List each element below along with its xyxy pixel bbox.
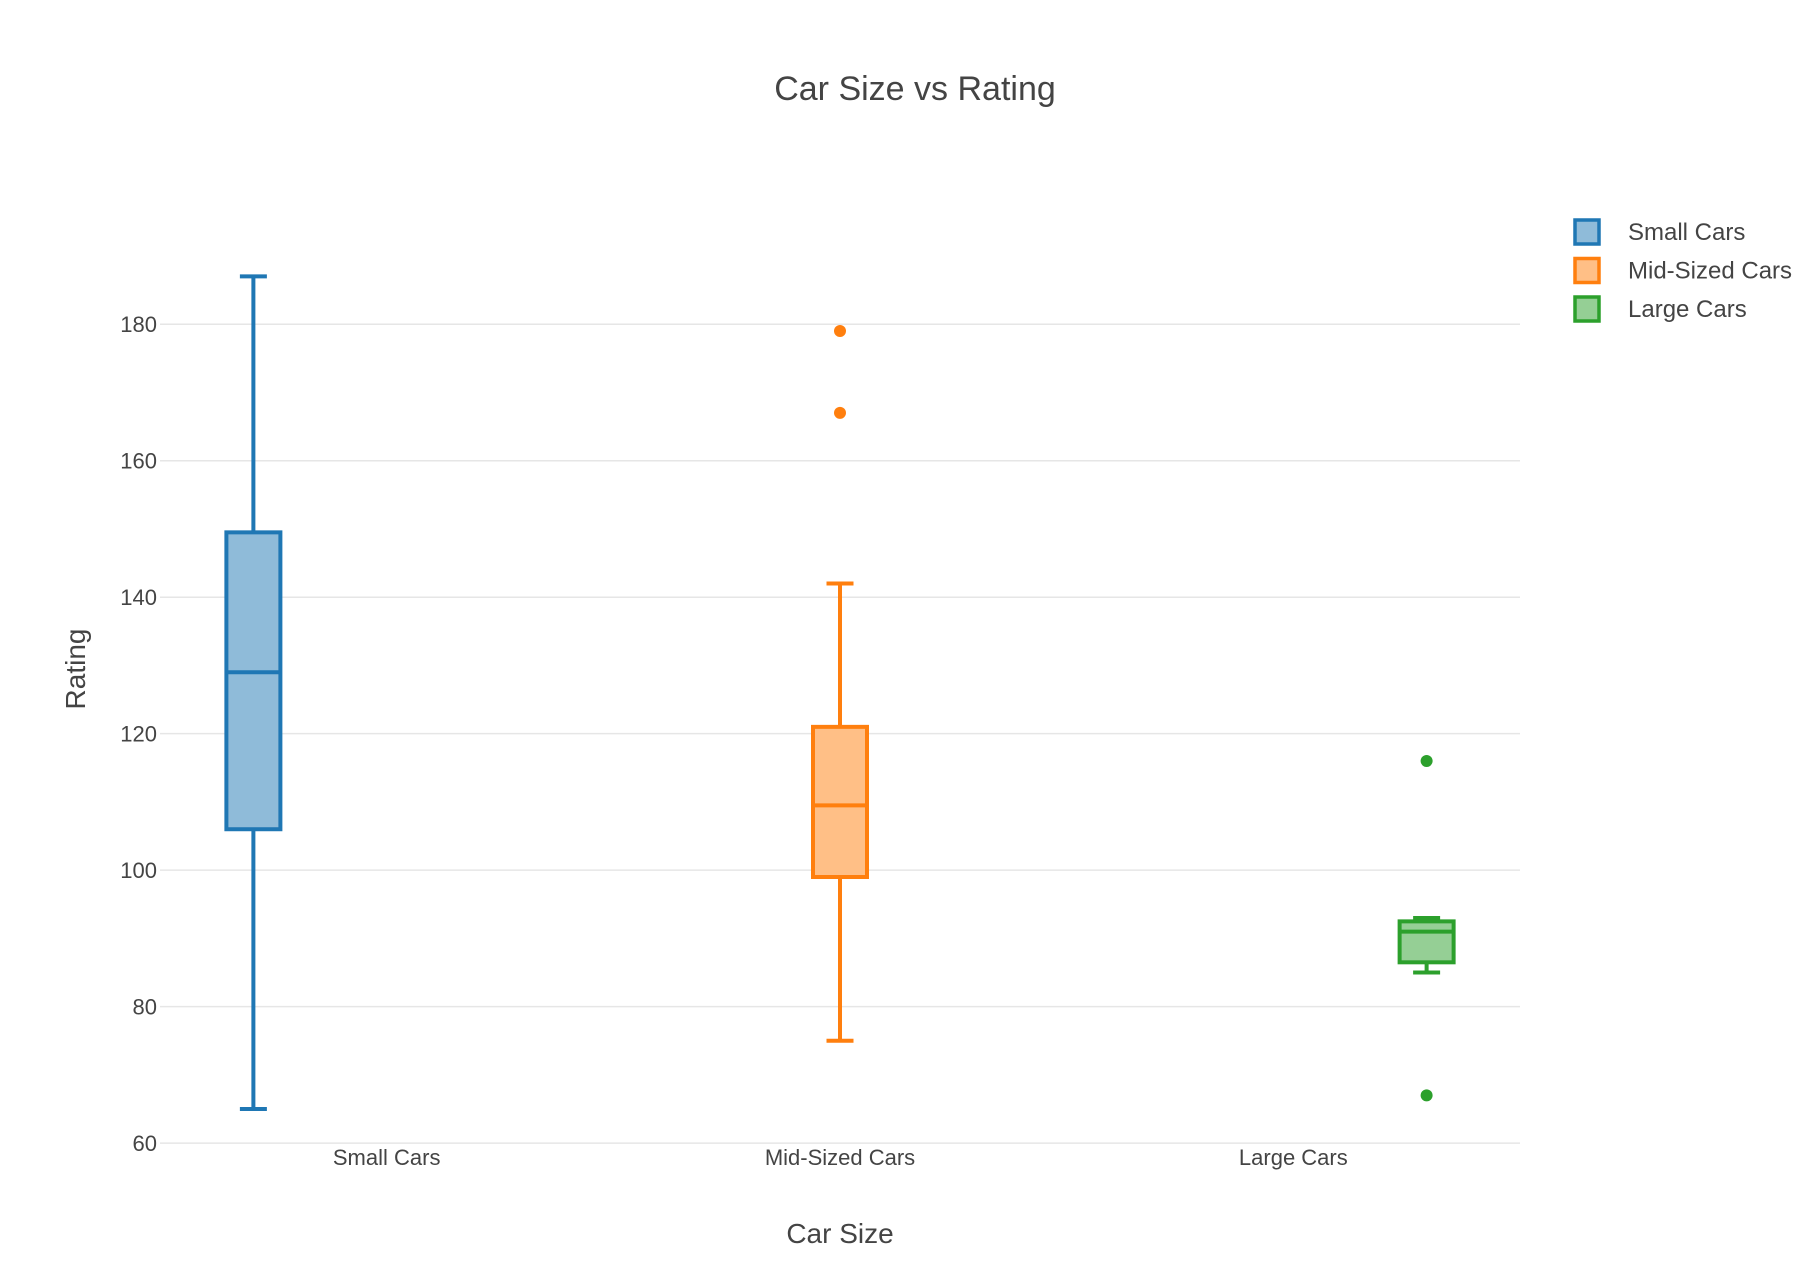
y-tick-label: 100 xyxy=(120,858,157,883)
outlier-point xyxy=(1420,754,1433,767)
y-tick-label: 180 xyxy=(120,312,157,337)
x-axis-title: Car Size xyxy=(786,1218,893,1249)
legend-label: Small Cars xyxy=(1628,219,1745,246)
outlier-point xyxy=(834,406,846,419)
legend-item[interactable]: Large Cars xyxy=(1573,295,1747,323)
y-axis-ticks: 60 80 100 120 140 160 180 xyxy=(120,312,157,1156)
legend-swatch xyxy=(1573,218,1601,246)
y-axis-title: Rating xyxy=(60,629,91,710)
box-iqr xyxy=(1397,919,1456,965)
box-traces xyxy=(224,274,1456,1112)
x-tick-label: Large Cars xyxy=(1239,1145,1348,1170)
chart-title: Car Size vs Rating xyxy=(774,70,1056,108)
x-tick-label: Small Cars xyxy=(333,1145,441,1170)
box-trace xyxy=(224,274,283,1112)
box-trace xyxy=(1397,754,1456,1102)
outlier-point xyxy=(1420,1089,1433,1102)
legend-swatch xyxy=(1573,295,1601,323)
x-tick-label: Mid-Sized Cars xyxy=(765,1145,915,1170)
outlier-point xyxy=(834,325,846,338)
y-tick-label: 60 xyxy=(133,1131,157,1156)
box-iqr xyxy=(811,724,869,880)
box-iqr xyxy=(224,530,283,832)
legend-item[interactable]: Mid-Sized Cars xyxy=(1573,256,1792,285)
x-axis-ticks: Small Cars Mid-Sized Cars Large Cars xyxy=(333,1145,1348,1170)
legend-label: Large Cars xyxy=(1628,296,1747,323)
box-trace xyxy=(811,325,869,1043)
y-tick-label: 160 xyxy=(120,449,157,474)
y-tick-label: 120 xyxy=(120,722,157,747)
legend-item[interactable]: Small Cars xyxy=(1573,218,1745,246)
y-tick-label: 140 xyxy=(120,585,157,610)
legend: Small Cars Mid-Sized Cars Large Cars xyxy=(1573,218,1792,323)
y-tick-label: 80 xyxy=(133,995,157,1020)
legend-swatch xyxy=(1573,256,1601,285)
legend-label: Mid-Sized Cars xyxy=(1628,258,1792,285)
